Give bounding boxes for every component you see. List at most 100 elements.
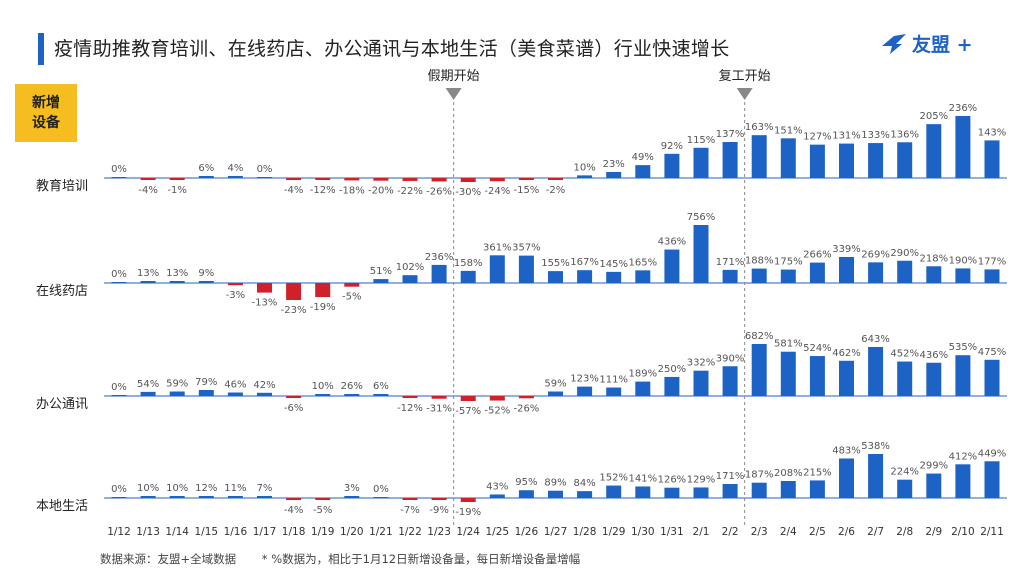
bar [315, 178, 331, 180]
data-label: 412% [949, 451, 978, 462]
x-tick-label: 1/17 [253, 526, 277, 538]
bar [431, 178, 447, 182]
data-label: 269% [861, 249, 890, 260]
data-label: 59% [544, 379, 566, 390]
data-label: -22% [397, 186, 423, 197]
data-label: -26% [426, 186, 452, 197]
bar [635, 165, 651, 178]
data-label: 208% [774, 468, 803, 479]
data-label: -52% [484, 406, 510, 417]
data-label: 133% [861, 130, 890, 141]
logo-text: 友盟 + [912, 34, 973, 56]
x-tick-label: 2/7 [867, 526, 884, 538]
data-label: 92% [661, 141, 683, 152]
data-label: -31% [426, 404, 452, 415]
bar [868, 143, 884, 178]
bar [577, 491, 593, 498]
data-label: 131% [832, 131, 861, 142]
bar [140, 281, 156, 283]
data-label: 171% [716, 257, 745, 268]
bar [897, 479, 913, 498]
data-label: 89% [544, 478, 566, 489]
data-label: 43% [486, 481, 508, 492]
data-label: 682% [745, 331, 774, 342]
data-label: 361% [483, 242, 512, 253]
percent-explanation-note: * %数据为，相比于1月12日新增设备量，每日新增设备量增幅 [261, 552, 581, 566]
data-label: 163% [745, 122, 774, 133]
bar [489, 396, 505, 401]
event-annotation-label: 假期开始 [428, 69, 480, 84]
page-title: 疫情助推教育培训、在线药店、办公通讯与本地生活（美食菜谱）行业快速增长 [54, 38, 730, 60]
data-label: 390% [716, 353, 745, 364]
data-label: 127% [803, 132, 832, 143]
bar [722, 366, 738, 396]
x-tick-label: 1/31 [660, 526, 684, 538]
data-label: 189% [629, 369, 658, 380]
bar [722, 142, 738, 178]
bar [402, 396, 418, 398]
x-tick-label: 1/18 [282, 526, 306, 538]
bar [955, 355, 971, 396]
data-label: 10% [137, 483, 159, 494]
bar [897, 260, 913, 283]
data-label: 177% [978, 256, 1007, 267]
bar [140, 496, 156, 498]
data-label: 84% [573, 478, 595, 489]
data-label: 190% [949, 255, 978, 266]
x-tick-label: 1/16 [224, 526, 248, 538]
x-tick-label: 1/28 [573, 526, 597, 538]
bar [984, 140, 1000, 178]
x-tick-label: 2/1 [693, 526, 710, 538]
bar [489, 494, 505, 498]
data-label: 111% [599, 375, 628, 386]
data-label: -3% [226, 290, 245, 301]
data-label: 0% [111, 484, 127, 495]
bar [140, 391, 156, 396]
bar [926, 362, 942, 396]
data-label: 205% [920, 111, 949, 122]
data-label: 4% [227, 163, 243, 174]
data-label: 51% [370, 266, 392, 277]
bar [693, 370, 709, 396]
brand-logo: 友盟 + [880, 30, 973, 57]
x-tick-label: 1/24 [456, 526, 480, 538]
x-tick-label: 1/22 [398, 526, 422, 538]
bar [198, 496, 214, 498]
bar [809, 356, 825, 396]
bar [518, 178, 534, 180]
data-label: -12% [310, 185, 336, 196]
bar [431, 264, 447, 283]
bar [169, 178, 185, 180]
data-label: 7% [257, 483, 273, 494]
data-label: 449% [978, 448, 1007, 459]
data-label: -18% [339, 185, 365, 196]
bar [518, 255, 534, 283]
bar [926, 266, 942, 283]
data-label: 23% [603, 159, 625, 170]
bar [809, 144, 825, 178]
data-label: 79% [195, 377, 217, 388]
data-label: 538% [861, 441, 890, 452]
data-label: -24% [484, 186, 510, 197]
data-source-note: 数据来源：友盟+全域数据 [100, 552, 237, 566]
data-label: 136% [890, 129, 919, 140]
data-label: 215% [803, 467, 832, 478]
data-label: 13% [166, 268, 188, 279]
data-label: 137% [716, 129, 745, 140]
data-label: 11% [224, 483, 246, 494]
badge-line-2: 设备 [32, 115, 60, 131]
bar [839, 256, 854, 283]
data-label: 266% [803, 250, 832, 261]
data-label: 581% [774, 339, 803, 350]
series-label: 办公通讯 [36, 397, 88, 412]
bar [809, 262, 825, 283]
bar [315, 498, 331, 500]
bar [577, 386, 593, 396]
bar [897, 142, 913, 178]
x-tick-label: 1/20 [340, 526, 364, 538]
bar [373, 497, 389, 498]
data-label: 452% [890, 349, 919, 360]
data-label: 49% [632, 152, 654, 163]
bar [111, 395, 127, 396]
